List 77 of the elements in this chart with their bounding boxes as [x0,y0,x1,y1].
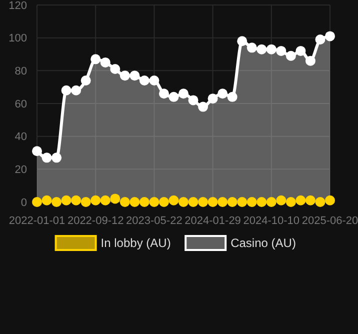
point [158,197,169,207]
y-tick-label: 100 [8,32,27,45]
point [296,195,306,206]
point [149,197,160,207]
point [218,88,228,99]
point [61,85,72,96]
y-tick-label: 0 [20,196,27,209]
x-tick-label: 2022-01-01 [8,215,66,227]
point [188,197,198,207]
point [42,152,52,163]
point [130,197,140,207]
point [90,54,101,64]
point [237,36,248,46]
point [188,95,198,106]
x-tick-label: 2024-01-29 [184,215,241,227]
point [100,195,110,206]
y-tick-label: 80 [14,66,27,78]
point [80,197,91,207]
y-tick-label: 120 [8,0,27,12]
point [325,31,335,42]
point [305,56,316,66]
point [305,195,316,206]
point [168,195,179,206]
y-tick-label: 60 [14,98,27,110]
point [296,46,306,56]
point [325,195,335,206]
legend-label: In lobby (AU) [100,236,171,250]
x-tick-label: 2025-06-20 [302,215,358,227]
point [266,197,276,207]
point [227,197,238,207]
point [315,197,326,207]
point [178,88,188,99]
point [227,92,238,102]
point [139,76,150,86]
point [256,197,267,207]
point [52,152,62,163]
point [198,197,208,207]
point [130,70,140,81]
point [52,197,62,207]
point [71,85,82,96]
point [246,197,257,207]
point [286,197,296,207]
point [256,44,267,54]
point [100,57,110,68]
point [120,197,130,207]
point [120,70,130,81]
point [266,44,276,54]
point [246,42,257,53]
point [32,146,42,156]
point [61,195,72,206]
point [208,94,218,104]
x-tick-label: 2022-09-12 [67,215,124,227]
point [110,64,120,74]
point [110,194,120,204]
point [208,197,218,207]
point [276,46,286,56]
x-tick-label: 2023-05-22 [126,215,182,227]
point [42,195,52,206]
point [276,195,286,206]
point [71,195,82,206]
point [168,92,179,102]
point [237,197,248,207]
point [90,195,101,206]
point [149,76,160,86]
x-tick-label: 2024-10-10 [243,215,300,227]
point [315,34,326,44]
point [178,197,188,207]
point [198,102,208,112]
legend-label: Casino (AU) [230,236,296,250]
point [218,197,228,207]
y-tick-label: 20 [14,164,27,176]
point [286,50,296,61]
point [158,88,169,99]
y-tick-label: 40 [14,131,27,144]
point [32,197,42,207]
point [139,197,150,207]
point [80,76,91,86]
